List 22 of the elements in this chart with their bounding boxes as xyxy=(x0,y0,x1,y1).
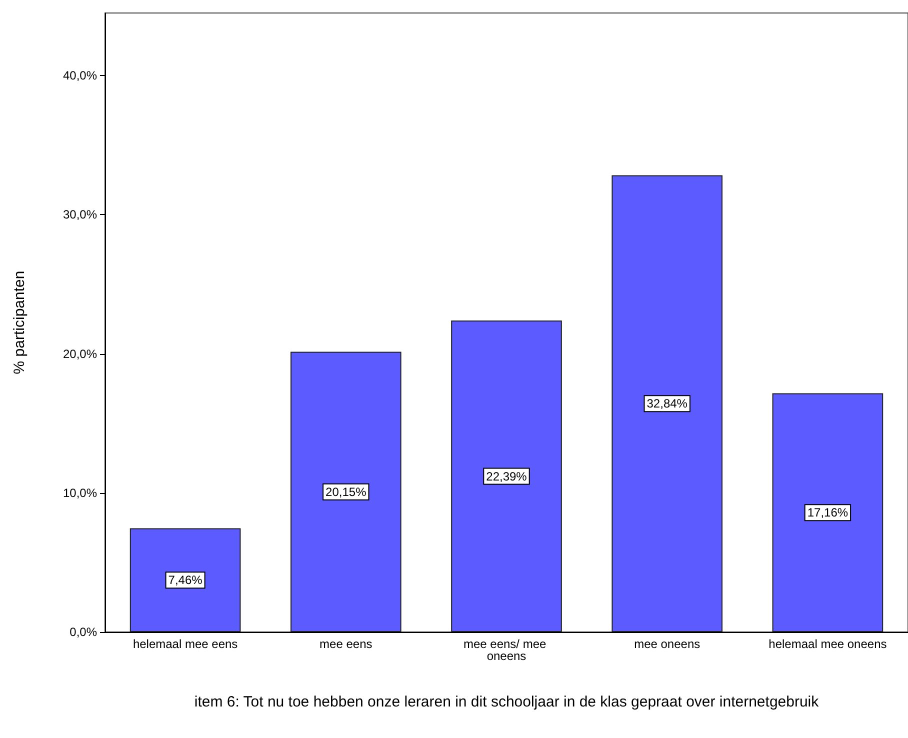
y-tick-label: 30,0% xyxy=(62,208,98,222)
data-label: 32,84% xyxy=(646,396,688,411)
x-tick-label: mee oneens xyxy=(634,637,700,651)
x-tick-label: helemaal mee oneens xyxy=(768,637,887,651)
data-label: 7,46% xyxy=(168,573,203,588)
bar xyxy=(290,352,402,632)
y-tick-label: 20,0% xyxy=(62,346,98,361)
y-axis-title: % participanten xyxy=(11,270,28,374)
bar xyxy=(130,528,241,632)
bar xyxy=(612,175,723,632)
data-label: 22,39% xyxy=(486,469,528,484)
data-label: 17,16% xyxy=(807,506,848,520)
data-label: 20,15% xyxy=(326,484,367,499)
y-tick-label: 40,0% xyxy=(62,68,98,83)
x-tick-label: mee eens xyxy=(320,637,372,651)
x-tick-label: helemaal mee eens xyxy=(132,637,238,651)
y-tick-label: 10,0% xyxy=(62,486,98,500)
bar xyxy=(451,320,562,632)
x-axis-title: item 6: Tot nu toe hebben onze leraren in dit schooljaar in de klas gepraat over internetgebruik xyxy=(194,694,820,710)
y-tick-label: 0,0% xyxy=(70,625,98,639)
x-tick-label: mee eens/ mee oneens xyxy=(463,637,550,663)
bar xyxy=(772,393,884,632)
